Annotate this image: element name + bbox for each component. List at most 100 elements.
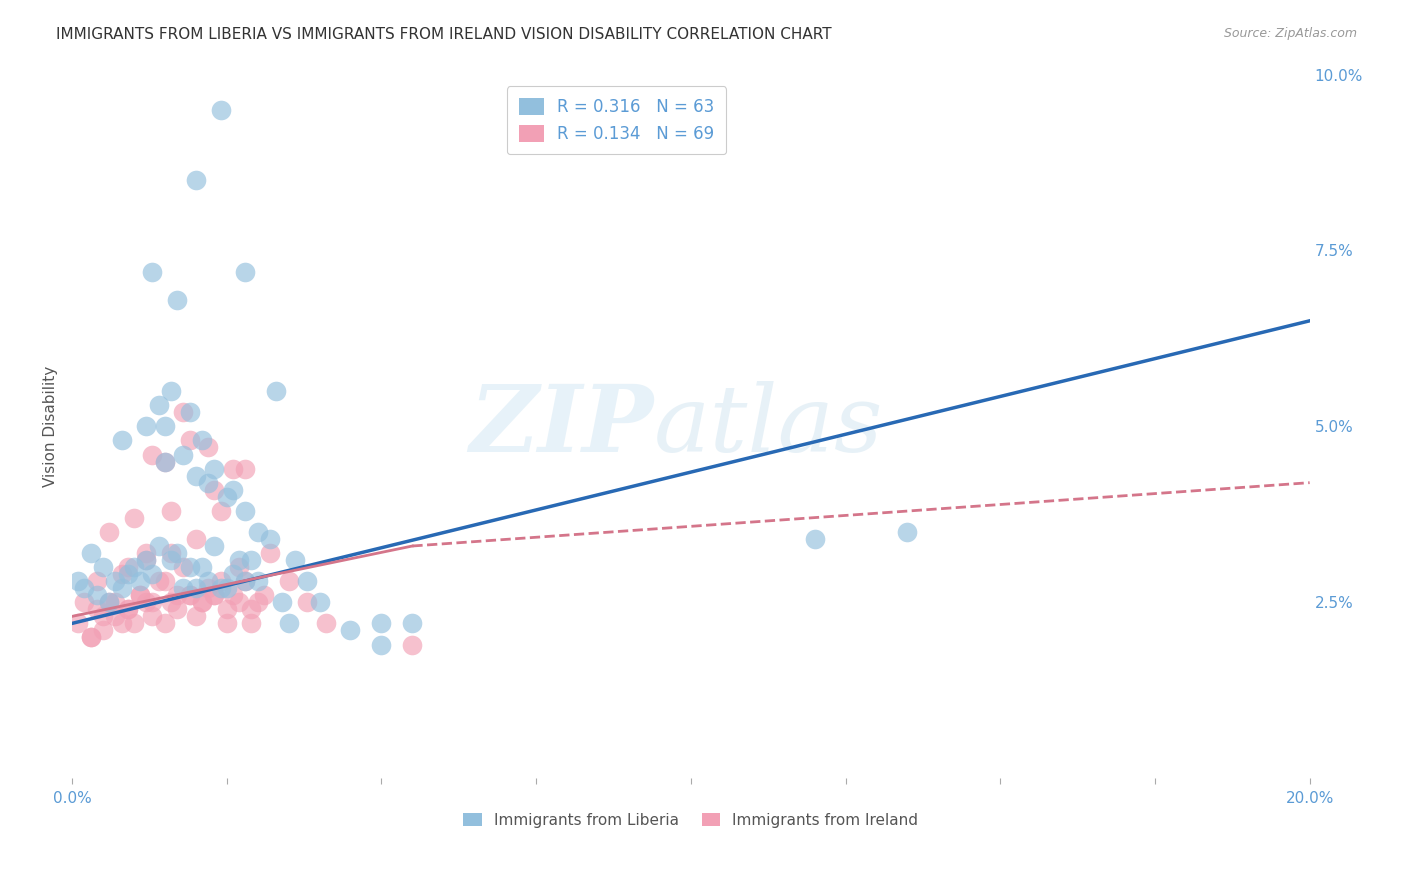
- Point: [67, 616, 90, 631]
- Point: [184, 173, 207, 187]
- Point: [160, 546, 183, 560]
- Point: [135, 546, 157, 560]
- Point: [110, 434, 132, 448]
- Point: [215, 602, 238, 616]
- Point: [86, 602, 108, 616]
- Point: [233, 574, 256, 589]
- Point: [172, 581, 194, 595]
- Point: [166, 602, 188, 616]
- Point: [166, 293, 188, 307]
- Point: [153, 454, 176, 468]
- Point: [184, 468, 207, 483]
- Point: [197, 581, 219, 595]
- Point: [153, 574, 176, 589]
- Point: [160, 504, 183, 518]
- Point: [110, 616, 132, 631]
- Point: [117, 602, 139, 616]
- Point: [277, 574, 299, 589]
- Point: [896, 524, 918, 539]
- Point: [91, 624, 114, 638]
- Point: [153, 454, 176, 468]
- Point: [129, 588, 152, 602]
- Point: [222, 567, 245, 582]
- Point: [104, 609, 127, 624]
- Point: [179, 405, 201, 419]
- Point: [104, 595, 127, 609]
- Point: [122, 560, 145, 574]
- Point: [172, 405, 194, 419]
- Point: [86, 574, 108, 589]
- Point: [141, 609, 163, 624]
- Point: [129, 588, 152, 602]
- Point: [148, 398, 170, 412]
- Point: [209, 574, 232, 589]
- Point: [73, 595, 96, 609]
- Point: [197, 475, 219, 490]
- Point: [202, 588, 225, 602]
- Point: [215, 616, 238, 631]
- Point: [259, 546, 281, 560]
- Point: [295, 574, 318, 589]
- Point: [233, 574, 256, 589]
- Point: [184, 532, 207, 546]
- Point: [222, 483, 245, 497]
- Point: [202, 539, 225, 553]
- Point: [91, 609, 114, 624]
- Text: Source: ZipAtlas.com: Source: ZipAtlas.com: [1223, 27, 1357, 40]
- Point: [233, 504, 256, 518]
- Point: [135, 553, 157, 567]
- Point: [240, 602, 263, 616]
- Point: [179, 560, 201, 574]
- Point: [117, 567, 139, 582]
- Text: IMMIGRANTS FROM LIBERIA VS IMMIGRANTS FROM IRELAND VISION DISABILITY CORRELATION: IMMIGRANTS FROM LIBERIA VS IMMIGRANTS FR…: [56, 27, 832, 42]
- Point: [184, 609, 207, 624]
- Point: [179, 588, 201, 602]
- Point: [209, 504, 232, 518]
- Point: [122, 616, 145, 631]
- Point: [148, 539, 170, 553]
- Point: [98, 595, 121, 609]
- Point: [315, 616, 337, 631]
- Point: [209, 103, 232, 117]
- Point: [73, 581, 96, 595]
- Point: [284, 553, 307, 567]
- Point: [160, 553, 183, 567]
- Point: [86, 588, 108, 602]
- Point: [191, 595, 214, 609]
- Point: [202, 483, 225, 497]
- Point: [172, 448, 194, 462]
- Point: [91, 560, 114, 574]
- Point: [803, 532, 825, 546]
- Point: [153, 419, 176, 434]
- Legend: Immigrants from Liberia, Immigrants from Ireland: Immigrants from Liberia, Immigrants from…: [457, 806, 925, 834]
- Point: [215, 581, 238, 595]
- Point: [246, 524, 269, 539]
- Point: [308, 595, 330, 609]
- Point: [166, 546, 188, 560]
- Point: [370, 638, 392, 652]
- Point: [222, 461, 245, 475]
- Point: [166, 588, 188, 602]
- Point: [172, 560, 194, 574]
- Point: [202, 461, 225, 475]
- Point: [209, 581, 232, 595]
- Point: [240, 616, 263, 631]
- Point: [222, 588, 245, 602]
- Point: [228, 553, 250, 567]
- Point: [202, 588, 225, 602]
- Point: [401, 616, 423, 631]
- Point: [246, 595, 269, 609]
- Point: [122, 511, 145, 525]
- Point: [160, 384, 183, 399]
- Point: [141, 448, 163, 462]
- Point: [110, 581, 132, 595]
- Point: [148, 574, 170, 589]
- Point: [259, 532, 281, 546]
- Point: [277, 616, 299, 631]
- Point: [79, 546, 101, 560]
- Point: [339, 624, 361, 638]
- Y-axis label: Vision Disability: Vision Disability: [44, 366, 58, 487]
- Point: [135, 553, 157, 567]
- Point: [135, 595, 157, 609]
- Point: [179, 434, 201, 448]
